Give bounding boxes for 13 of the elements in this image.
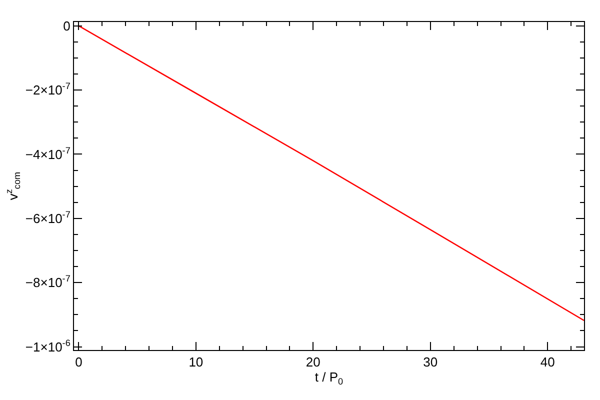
y-tick-label: −4×10$^{-7}$ xyxy=(25,145,70,162)
y-tick-label: −8×10$^{-7}$ xyxy=(25,274,70,290)
x-tick-label: 20 xyxy=(306,354,320,370)
y-tick-label: −2×10$^{-7}$ xyxy=(25,81,70,98)
x-tick-label: 0 xyxy=(75,354,82,370)
x-axis-title: t / P$_{0}$ xyxy=(314,370,344,386)
y-tick-label: −1×10$^{-6}$ xyxy=(25,338,70,354)
x-tick-label: 40 xyxy=(540,354,555,370)
y-tick-label: −6×10$^{-7}$ xyxy=(25,210,70,226)
y-tick-label: 0 xyxy=(63,18,70,34)
x-tick-label: 10 xyxy=(188,354,204,370)
line-series xyxy=(78,25,584,322)
x-tick-label: 30 xyxy=(423,354,438,370)
